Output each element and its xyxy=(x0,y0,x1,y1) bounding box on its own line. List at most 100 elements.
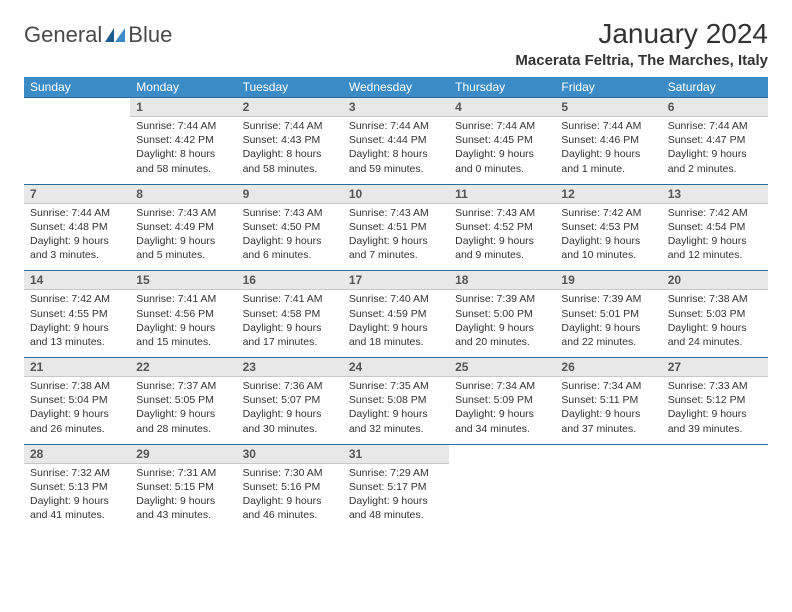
weekday-header: Monday xyxy=(130,77,236,98)
header: General Blue January 2024 Macerata Feltr… xyxy=(24,18,768,75)
weekday-header: Thursday xyxy=(449,77,555,98)
daylight-line1: Daylight: 9 hours xyxy=(136,321,230,335)
day-content-cell xyxy=(555,463,661,530)
sunrise-text: Sunrise: 7:36 AM xyxy=(243,379,337,393)
day-number-cell: 17 xyxy=(343,271,449,290)
weekday-header-row: Sunday Monday Tuesday Wednesday Thursday… xyxy=(24,77,768,98)
daylight-line2: and 30 minutes. xyxy=(243,422,337,436)
day-number-cell: 10 xyxy=(343,184,449,203)
sunset-text: Sunset: 4:51 PM xyxy=(349,220,443,234)
daylight-line1: Daylight: 9 hours xyxy=(243,321,337,335)
sunrise-text: Sunrise: 7:30 AM xyxy=(243,466,337,480)
day-number-cell: 20 xyxy=(662,271,768,290)
daylight-line1: Daylight: 9 hours xyxy=(455,407,549,421)
sunrise-text: Sunrise: 7:39 AM xyxy=(561,292,655,306)
daylight-line2: and 7 minutes. xyxy=(349,248,443,262)
day-number-cell: 5 xyxy=(555,98,661,117)
location: Macerata Feltria, The Marches, Italy xyxy=(515,52,768,69)
sunrise-text: Sunrise: 7:42 AM xyxy=(30,292,124,306)
daylight-line1: Daylight: 9 hours xyxy=(668,234,762,248)
sunrise-text: Sunrise: 7:35 AM xyxy=(349,379,443,393)
sunrise-text: Sunrise: 7:44 AM xyxy=(243,119,337,133)
day-content-cell: Sunrise: 7:44 AMSunset: 4:45 PMDaylight:… xyxy=(449,117,555,185)
day-content-cell: Sunrise: 7:35 AMSunset: 5:08 PMDaylight:… xyxy=(343,377,449,445)
daylight-line1: Daylight: 9 hours xyxy=(668,407,762,421)
day-number-cell: 1 xyxy=(130,98,236,117)
day-number-row: 123456 xyxy=(24,98,768,117)
daylight-line2: and 15 minutes. xyxy=(136,335,230,349)
daylight-line2: and 37 minutes. xyxy=(561,422,655,436)
day-number-row: 14151617181920 xyxy=(24,271,768,290)
day-number-cell: 15 xyxy=(130,271,236,290)
daylight-line2: and 34 minutes. xyxy=(455,422,549,436)
calendar-table: Sunday Monday Tuesday Wednesday Thursday… xyxy=(24,77,768,530)
sunset-text: Sunset: 4:50 PM xyxy=(243,220,337,234)
sunset-text: Sunset: 4:59 PM xyxy=(349,307,443,321)
sunset-text: Sunset: 5:11 PM xyxy=(561,393,655,407)
sunset-text: Sunset: 5:17 PM xyxy=(349,480,443,494)
sunset-text: Sunset: 4:48 PM xyxy=(30,220,124,234)
day-content-row: Sunrise: 7:44 AMSunset: 4:48 PMDaylight:… xyxy=(24,203,768,271)
daylight-line1: Daylight: 8 hours xyxy=(136,147,230,161)
day-content-cell: Sunrise: 7:42 AMSunset: 4:55 PMDaylight:… xyxy=(24,290,130,358)
sunset-text: Sunset: 5:03 PM xyxy=(668,307,762,321)
day-number-cell: 27 xyxy=(662,358,768,377)
daylight-line2: and 28 minutes. xyxy=(136,422,230,436)
day-content-cell xyxy=(662,463,768,530)
daylight-line1: Daylight: 8 hours xyxy=(349,147,443,161)
sunset-text: Sunset: 4:45 PM xyxy=(455,133,549,147)
daylight-line1: Daylight: 9 hours xyxy=(455,234,549,248)
day-number-cell: 26 xyxy=(555,358,661,377)
daylight-line2: and 46 minutes. xyxy=(243,508,337,522)
daylight-line1: Daylight: 9 hours xyxy=(30,234,124,248)
weekday-header: Sunday xyxy=(24,77,130,98)
day-number-cell: 23 xyxy=(237,358,343,377)
day-content-cell: Sunrise: 7:44 AMSunset: 4:44 PMDaylight:… xyxy=(343,117,449,185)
day-number-cell: 2 xyxy=(237,98,343,117)
sunrise-text: Sunrise: 7:38 AM xyxy=(668,292,762,306)
sunrise-text: Sunrise: 7:29 AM xyxy=(349,466,443,480)
day-number-cell: 12 xyxy=(555,184,661,203)
day-content-row: Sunrise: 7:44 AMSunset: 4:42 PMDaylight:… xyxy=(24,117,768,185)
sunrise-text: Sunrise: 7:44 AM xyxy=(30,206,124,220)
day-number-cell: 11 xyxy=(449,184,555,203)
day-number-cell: 13 xyxy=(662,184,768,203)
sunrise-text: Sunrise: 7:43 AM xyxy=(349,206,443,220)
day-number-cell: 14 xyxy=(24,271,130,290)
daylight-line1: Daylight: 9 hours xyxy=(30,407,124,421)
day-number-row: 78910111213 xyxy=(24,184,768,203)
daylight-line2: and 10 minutes. xyxy=(561,248,655,262)
day-content-cell xyxy=(24,117,130,185)
day-content-cell: Sunrise: 7:34 AMSunset: 5:11 PMDaylight:… xyxy=(555,377,661,445)
day-number-cell: 6 xyxy=(662,98,768,117)
day-number-cell: 22 xyxy=(130,358,236,377)
daylight-line1: Daylight: 9 hours xyxy=(455,147,549,161)
day-content-cell: Sunrise: 7:38 AMSunset: 5:03 PMDaylight:… xyxy=(662,290,768,358)
daylight-line2: and 58 minutes. xyxy=(136,162,230,176)
sunset-text: Sunset: 5:13 PM xyxy=(30,480,124,494)
sunrise-text: Sunrise: 7:44 AM xyxy=(136,119,230,133)
day-content-cell: Sunrise: 7:43 AMSunset: 4:50 PMDaylight:… xyxy=(237,203,343,271)
day-number-cell: 18 xyxy=(449,271,555,290)
daylight-line1: Daylight: 9 hours xyxy=(668,321,762,335)
day-content-cell: Sunrise: 7:44 AMSunset: 4:42 PMDaylight:… xyxy=(130,117,236,185)
day-content-cell: Sunrise: 7:29 AMSunset: 5:17 PMDaylight:… xyxy=(343,463,449,530)
daylight-line1: Daylight: 9 hours xyxy=(30,321,124,335)
daylight-line2: and 39 minutes. xyxy=(668,422,762,436)
sunrise-text: Sunrise: 7:34 AM xyxy=(561,379,655,393)
sunrise-text: Sunrise: 7:40 AM xyxy=(349,292,443,306)
weekday-header: Tuesday xyxy=(237,77,343,98)
daylight-line2: and 26 minutes. xyxy=(30,422,124,436)
day-content-cell: Sunrise: 7:36 AMSunset: 5:07 PMDaylight:… xyxy=(237,377,343,445)
day-content-cell: Sunrise: 7:44 AMSunset: 4:47 PMDaylight:… xyxy=(662,117,768,185)
daylight-line1: Daylight: 9 hours xyxy=(30,494,124,508)
day-number-cell: 9 xyxy=(237,184,343,203)
day-number-row: 28293031 xyxy=(24,444,768,463)
day-number-cell xyxy=(555,444,661,463)
sunset-text: Sunset: 5:16 PM xyxy=(243,480,337,494)
daylight-line2: and 59 minutes. xyxy=(349,162,443,176)
daylight-line1: Daylight: 9 hours xyxy=(455,321,549,335)
sunset-text: Sunset: 4:55 PM xyxy=(30,307,124,321)
day-content-row: Sunrise: 7:38 AMSunset: 5:04 PMDaylight:… xyxy=(24,377,768,445)
day-content-cell: Sunrise: 7:43 AMSunset: 4:52 PMDaylight:… xyxy=(449,203,555,271)
